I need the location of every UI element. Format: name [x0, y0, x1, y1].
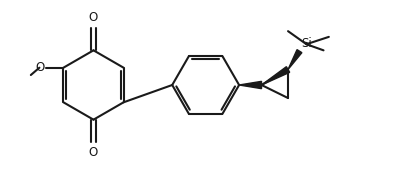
Polygon shape — [261, 67, 290, 85]
Text: O: O — [35, 61, 44, 74]
Polygon shape — [288, 50, 302, 70]
Polygon shape — [239, 81, 261, 89]
Text: O: O — [89, 146, 98, 159]
Text: Si: Si — [301, 37, 312, 49]
Text: O: O — [89, 11, 98, 24]
